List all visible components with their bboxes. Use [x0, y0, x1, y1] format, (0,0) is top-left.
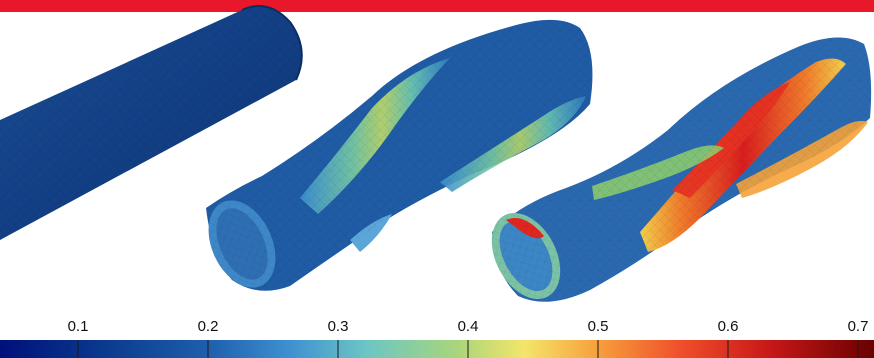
- colorbar-tick-label: 0.7: [847, 318, 869, 335]
- colorbar-tick-label: 0.3: [327, 318, 349, 335]
- top-red-bar: [0, 0, 874, 12]
- colorbar-tick-label: 0.2: [197, 318, 219, 335]
- tube-1: [0, 5, 303, 240]
- tube-scene: [0, 5, 872, 302]
- tube-2: [206, 19, 593, 291]
- colorbar-tick-label: 0.1: [67, 318, 89, 335]
- colorbar-tick-label: 0.6: [717, 318, 739, 335]
- colorbar: [0, 340, 874, 358]
- tube-3: [491, 37, 872, 302]
- colorbar-tick-label: 0.5: [587, 318, 609, 335]
- colorbar-tick-label: 0.4: [457, 318, 479, 335]
